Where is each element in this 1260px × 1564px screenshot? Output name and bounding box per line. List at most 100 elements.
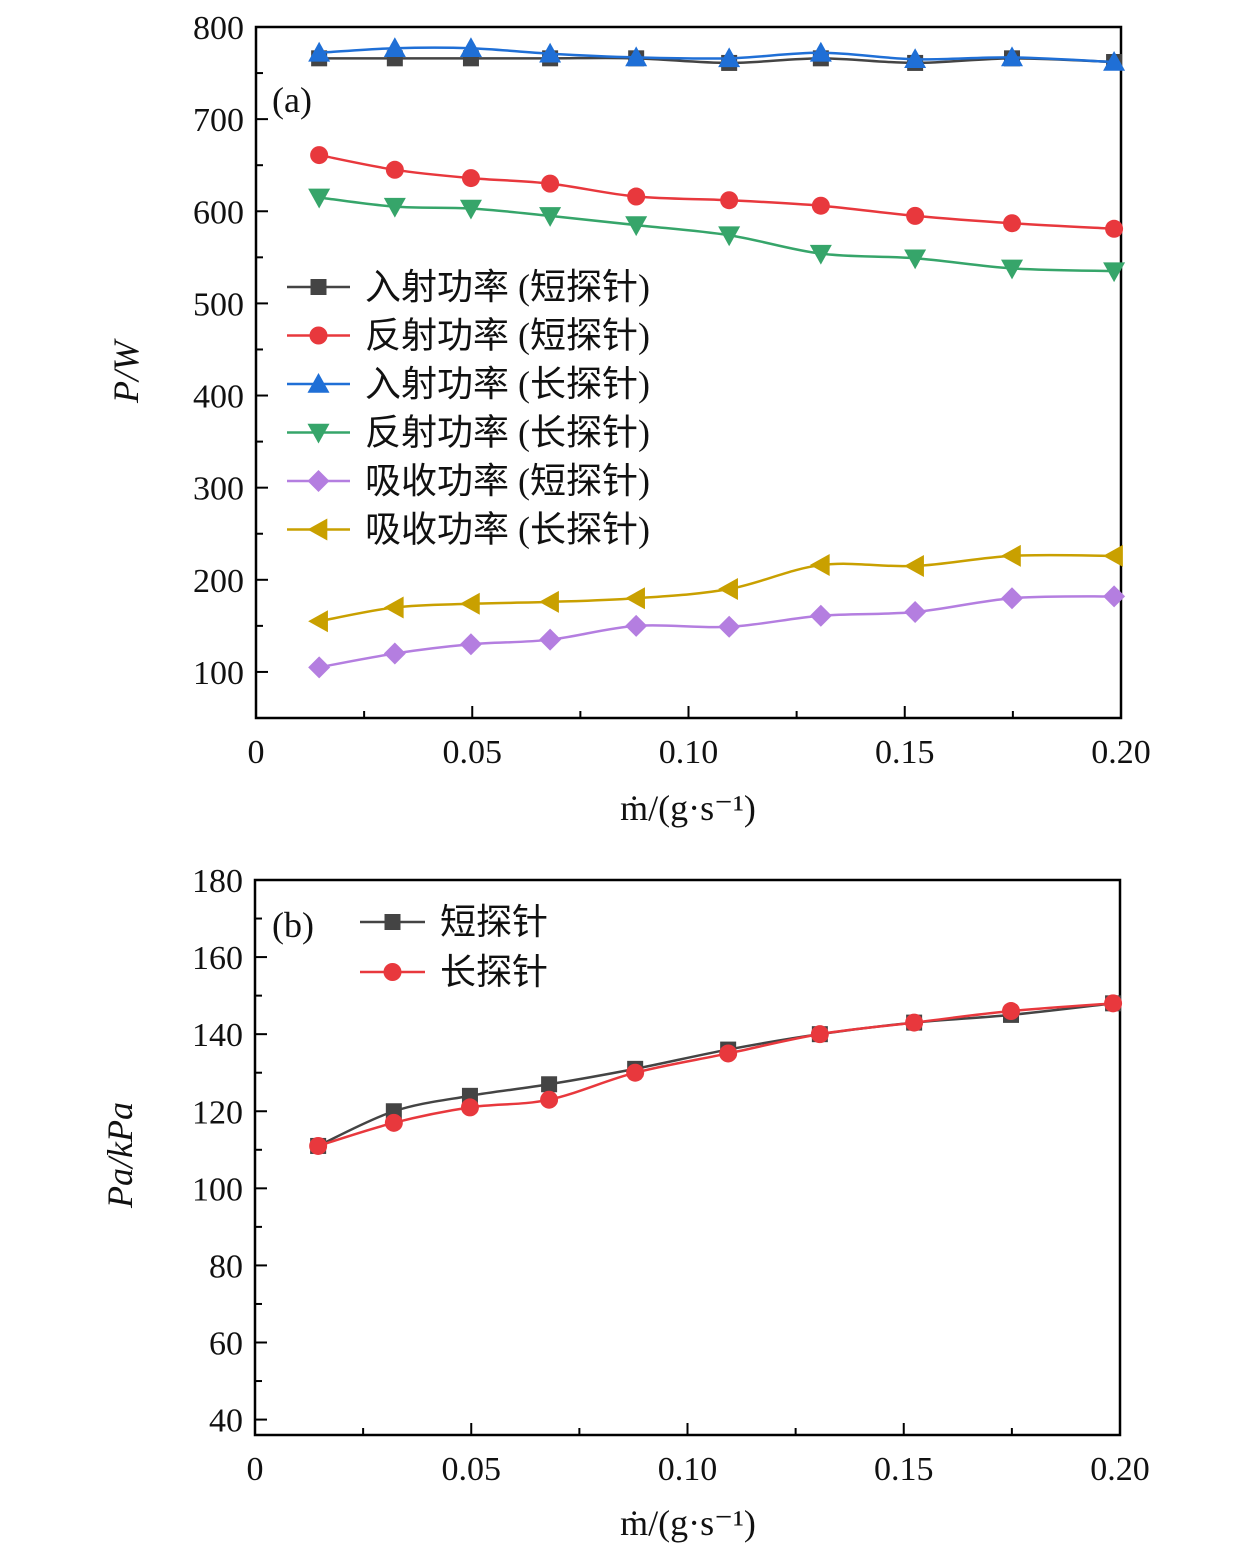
x-tick-label: 0.15 <box>875 734 935 771</box>
y-tick-label: 120 <box>192 1094 243 1131</box>
triangle-down-marker <box>904 249 927 270</box>
y-tick-label: 160 <box>192 940 243 977</box>
legend-label: 入射功率 (短探针) <box>365 267 650 307</box>
triangle-up-marker <box>718 47 741 68</box>
y-tick-label: 100 <box>193 655 244 692</box>
series-line <box>318 553 1115 623</box>
panel-label: (b) <box>272 905 314 945</box>
x-tick-label: 0 <box>247 1451 264 1488</box>
y-tick-label: 400 <box>193 379 244 416</box>
diamond-marker <box>718 615 741 638</box>
circle-marker <box>1003 214 1022 233</box>
plot-frame <box>253 878 1122 1437</box>
series-0 <box>311 50 1123 71</box>
series-line <box>318 595 1115 669</box>
series-5 <box>308 544 1123 633</box>
series-4 <box>308 585 1126 679</box>
triangle-up-marker <box>625 46 648 67</box>
chart-panel-a: 0 0.05 0.10 0.15 0.20 100 200 300 400 500 600 700 80… <box>106 10 1151 828</box>
x-axis-label: ṁ/(g·s⁻¹) <box>620 788 756 828</box>
circle-marker <box>385 160 404 179</box>
circle-marker <box>309 1136 328 1155</box>
circle-marker <box>460 1098 479 1117</box>
legend-item: 短探针 <box>360 902 548 942</box>
panel-label: (a) <box>272 80 312 120</box>
triangle-down-marker <box>308 188 331 209</box>
circle-marker <box>1104 994 1123 1013</box>
triangle-up-marker <box>809 41 832 62</box>
triangle-down-marker <box>539 207 562 227</box>
circle-marker <box>461 169 480 188</box>
triangle-left-marker <box>308 610 328 633</box>
triangle-up-marker <box>539 42 562 63</box>
diamond-marker <box>383 642 406 665</box>
series-line <box>319 56 1115 65</box>
circle-marker <box>541 174 560 193</box>
circle-marker <box>310 146 329 165</box>
triangle-up-marker <box>383 37 406 57</box>
diamond-marker <box>904 601 927 624</box>
x-tick-label: 0.20 <box>1091 734 1151 771</box>
diamond-marker <box>809 604 832 627</box>
triangle-up-marker <box>308 41 331 62</box>
y-tick-label: 700 <box>193 102 244 139</box>
circle-marker <box>811 196 830 215</box>
legend-label: 反射功率 (长探针) <box>365 413 650 453</box>
y-tick-label: 60 <box>209 1326 243 1363</box>
series-line <box>319 46 1115 64</box>
legend-item: 反射功率 (长探针) <box>287 413 650 453</box>
triangle-down-marker <box>625 216 648 237</box>
y-tick-label: 80 <box>209 1248 243 1285</box>
legend-item: 入射功率 (短探针) <box>287 267 650 307</box>
chart-panel-b: 0 0.05 0.10 0.15 0.20 40 60 80 100 120 140 160 180 (b… <box>100 863 1150 1543</box>
triangle-down-marker <box>1001 259 1024 280</box>
diamond-marker <box>307 470 330 492</box>
triangle-left-marker <box>904 554 924 577</box>
diamond-marker <box>539 628 562 651</box>
legend-item: 吸收功率 (短探针) <box>287 461 650 501</box>
diamond-marker <box>1001 587 1024 610</box>
square-marker <box>384 914 401 930</box>
circle-marker <box>384 1113 403 1132</box>
circle-marker <box>1105 219 1124 238</box>
series-line <box>318 196 1115 273</box>
circle-marker <box>626 1063 645 1082</box>
triangle-left-marker <box>459 592 480 615</box>
y-tick-label: 200 <box>193 563 244 600</box>
triangle-up-marker <box>1001 46 1024 67</box>
triangle-left-marker <box>383 596 404 619</box>
series-1 <box>309 994 1123 1155</box>
circle-marker <box>540 1090 559 1109</box>
triangle-left-marker <box>539 590 559 613</box>
legend-label: 长探针 <box>440 952 548 992</box>
x-tick-label: 0.10 <box>658 1451 718 1488</box>
triangle-down-marker <box>383 197 406 218</box>
y-tick-label: 140 <box>192 1017 243 1054</box>
circle-marker <box>1002 1002 1021 1021</box>
legend-item: 长探针 <box>360 952 548 992</box>
series-2 <box>308 37 1126 71</box>
diamond-marker <box>1103 585 1126 608</box>
series-line <box>318 153 1115 231</box>
circle-marker <box>720 191 739 210</box>
y-tick-label: 40 <box>209 1403 243 1440</box>
triangle-down-marker <box>1103 262 1126 283</box>
diamond-marker <box>308 656 331 679</box>
x-tick-label: 0.05 <box>443 734 503 771</box>
x-axis-label: ṁ/(g·s⁻¹) <box>620 1503 756 1543</box>
series-line <box>317 1002 1114 1148</box>
legend-item: 入射功率 (长探针) <box>287 364 650 404</box>
legend-item: 反射功率 (短探针) <box>287 316 650 356</box>
legend-label: 入射功率 (长探针) <box>365 364 650 404</box>
legend-item: 吸收功率 (长探针) <box>287 510 650 550</box>
y-tick-label: 180 <box>192 863 243 900</box>
y-tick-label: 500 <box>193 286 244 323</box>
triangle-up-marker <box>459 37 482 57</box>
diamond-marker <box>459 633 482 656</box>
y-tick-label: 600 <box>193 194 244 231</box>
series-line <box>317 1002 1114 1148</box>
legend-label: 吸收功率 (短探针) <box>365 461 650 501</box>
circle-marker <box>309 326 328 345</box>
triangle-left-marker <box>1103 544 1123 567</box>
